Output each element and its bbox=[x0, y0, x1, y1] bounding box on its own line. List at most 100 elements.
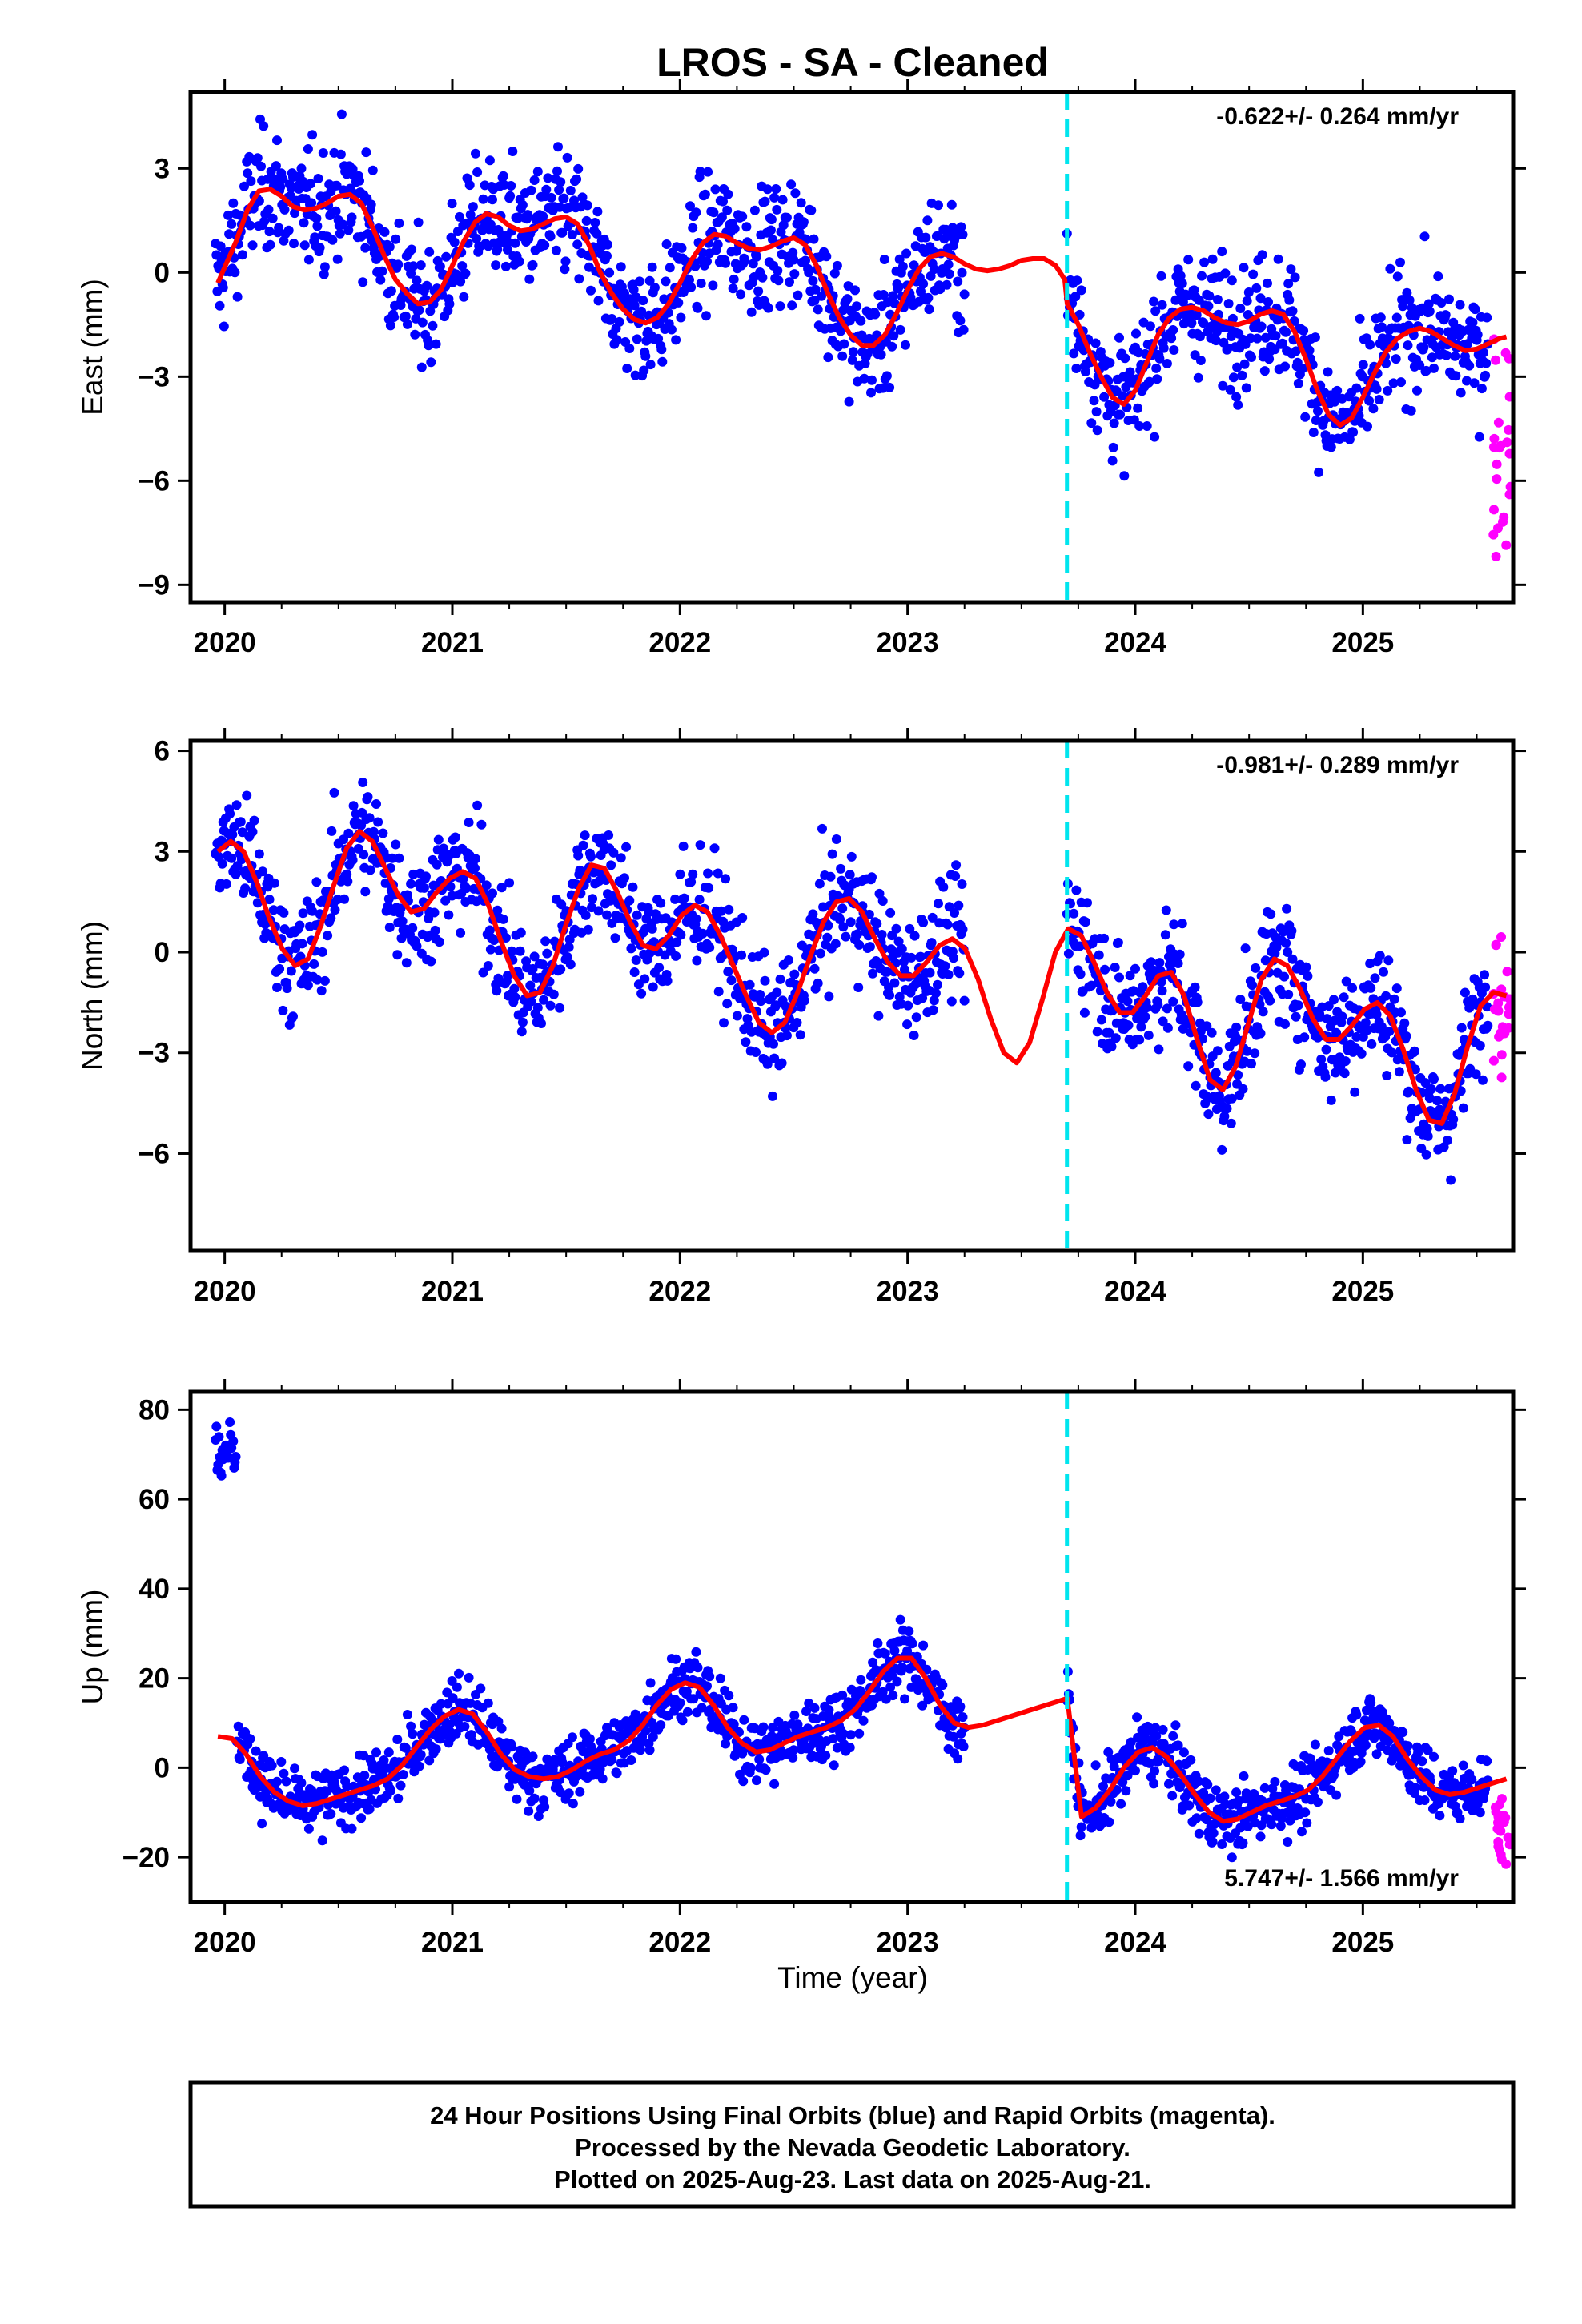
final-orbit-point bbox=[789, 1745, 799, 1755]
final-orbit-point bbox=[940, 961, 950, 971]
final-orbit-point bbox=[778, 220, 789, 231]
final-orbit-point bbox=[523, 210, 533, 220]
final-orbit-point bbox=[1211, 1785, 1221, 1795]
final-orbit-point bbox=[1351, 383, 1362, 393]
final-orbit-point bbox=[612, 1768, 622, 1779]
final-orbit-point bbox=[1280, 361, 1290, 372]
north-y-tick-label: 6 bbox=[155, 736, 170, 767]
final-orbit-point bbox=[540, 936, 551, 947]
final-orbit-point bbox=[1419, 231, 1430, 242]
final-orbit-point bbox=[1177, 919, 1187, 929]
final-orbit-point bbox=[364, 813, 375, 823]
final-orbit-point bbox=[858, 1715, 869, 1726]
final-orbit-point bbox=[541, 184, 552, 195]
final-orbit-point bbox=[768, 1723, 777, 1733]
final-orbit-point bbox=[1313, 406, 1323, 416]
final-orbit-point bbox=[368, 826, 379, 837]
final-orbit-point bbox=[1314, 467, 1324, 477]
up-x-tick-label: 2025 bbox=[1331, 1927, 1394, 1958]
east-scatter-points bbox=[211, 109, 1513, 561]
rapid-orbit-point bbox=[1496, 1050, 1507, 1060]
final-orbit-point bbox=[416, 362, 427, 372]
final-orbit-point bbox=[454, 1668, 464, 1679]
final-orbit-point bbox=[697, 928, 708, 939]
final-orbit-point bbox=[267, 213, 278, 223]
final-orbit-point bbox=[873, 1011, 884, 1021]
final-orbit-point bbox=[279, 1768, 289, 1779]
final-orbit-point bbox=[1375, 312, 1386, 323]
final-orbit-point bbox=[741, 222, 752, 232]
final-orbit-point bbox=[299, 218, 309, 228]
final-orbit-point bbox=[1104, 1027, 1114, 1038]
final-orbit-point bbox=[1284, 295, 1295, 305]
final-orbit-point bbox=[717, 212, 727, 223]
up-panel: 2020 2021 2022 2023 2024 2025 −20 0 20 40 60 80 Up (… bbox=[76, 1379, 1526, 1958]
final-orbit-point bbox=[690, 261, 701, 271]
final-orbit-point bbox=[1293, 1000, 1303, 1011]
final-orbit-point bbox=[1227, 275, 1237, 286]
final-orbit-point bbox=[1113, 937, 1123, 947]
final-orbit-point bbox=[1075, 1831, 1086, 1841]
final-orbit-point bbox=[1330, 396, 1339, 407]
final-orbit-point bbox=[347, 212, 357, 223]
final-orbit-point bbox=[450, 832, 460, 842]
up-x-tick-label: 2023 bbox=[877, 1927, 939, 1958]
up-frame bbox=[188, 1389, 1516, 1904]
final-orbit-point bbox=[831, 834, 841, 844]
final-orbit-point bbox=[1283, 989, 1294, 999]
final-orbit-point bbox=[1299, 1032, 1310, 1043]
final-orbit-point bbox=[1394, 1067, 1404, 1077]
final-orbit-point bbox=[1144, 1758, 1154, 1768]
final-orbit-point bbox=[394, 218, 404, 228]
final-orbit-point bbox=[703, 868, 713, 879]
final-orbit-point bbox=[1282, 903, 1292, 914]
final-orbit-point bbox=[342, 869, 352, 879]
final-orbit-point bbox=[1217, 247, 1227, 257]
final-orbit-point bbox=[1426, 1084, 1436, 1094]
final-orbit-point bbox=[526, 185, 536, 195]
final-orbit-point bbox=[560, 264, 570, 275]
final-orbit-point bbox=[1106, 1796, 1116, 1807]
rapid-orbit-point bbox=[1491, 355, 1500, 365]
final-orbit-point bbox=[1235, 304, 1246, 313]
final-orbit-point bbox=[729, 274, 739, 284]
final-orbit-point bbox=[1145, 321, 1155, 332]
final-orbit-point bbox=[335, 228, 345, 239]
final-orbit-point bbox=[632, 334, 642, 344]
final-orbit-point bbox=[1271, 331, 1281, 341]
final-orbit-point bbox=[417, 317, 428, 328]
final-orbit-point bbox=[524, 1806, 534, 1816]
final-orbit-point bbox=[1143, 1030, 1154, 1040]
final-orbit-point bbox=[1146, 957, 1156, 967]
final-orbit-point bbox=[394, 853, 404, 863]
final-orbit-point bbox=[781, 1031, 792, 1041]
final-orbit-point bbox=[888, 1691, 898, 1701]
final-orbit-point bbox=[1412, 385, 1422, 396]
final-orbit-point bbox=[419, 883, 429, 893]
final-orbit-point bbox=[1203, 1779, 1213, 1790]
final-orbit-point bbox=[710, 184, 721, 195]
final-orbit-point bbox=[1090, 1760, 1101, 1771]
final-orbit-point bbox=[1151, 1731, 1162, 1741]
final-orbit-point bbox=[1332, 385, 1343, 396]
final-orbit-point bbox=[508, 147, 518, 156]
final-orbit-point bbox=[878, 290, 889, 300]
final-orbit-point bbox=[1395, 257, 1405, 267]
final-orbit-point bbox=[809, 963, 820, 974]
north-y-tick-label: 0 bbox=[155, 937, 170, 968]
final-orbit-point bbox=[673, 297, 684, 308]
final-orbit-point bbox=[1283, 279, 1294, 289]
final-orbit-point bbox=[327, 235, 338, 245]
final-orbit-point bbox=[1456, 1023, 1467, 1033]
final-orbit-point bbox=[1391, 354, 1401, 364]
final-orbit-point bbox=[498, 914, 508, 924]
rapid-orbit-point bbox=[1499, 512, 1509, 522]
final-orbit-point bbox=[492, 905, 503, 915]
final-orbit-point bbox=[1169, 345, 1179, 355]
final-orbit-point bbox=[1118, 1777, 1128, 1787]
final-orbit-point bbox=[1339, 1068, 1350, 1079]
final-orbit-point bbox=[922, 215, 933, 226]
final-orbit-point bbox=[769, 192, 780, 203]
final-orbit-point bbox=[1186, 318, 1197, 328]
final-orbit-point bbox=[584, 1734, 595, 1744]
